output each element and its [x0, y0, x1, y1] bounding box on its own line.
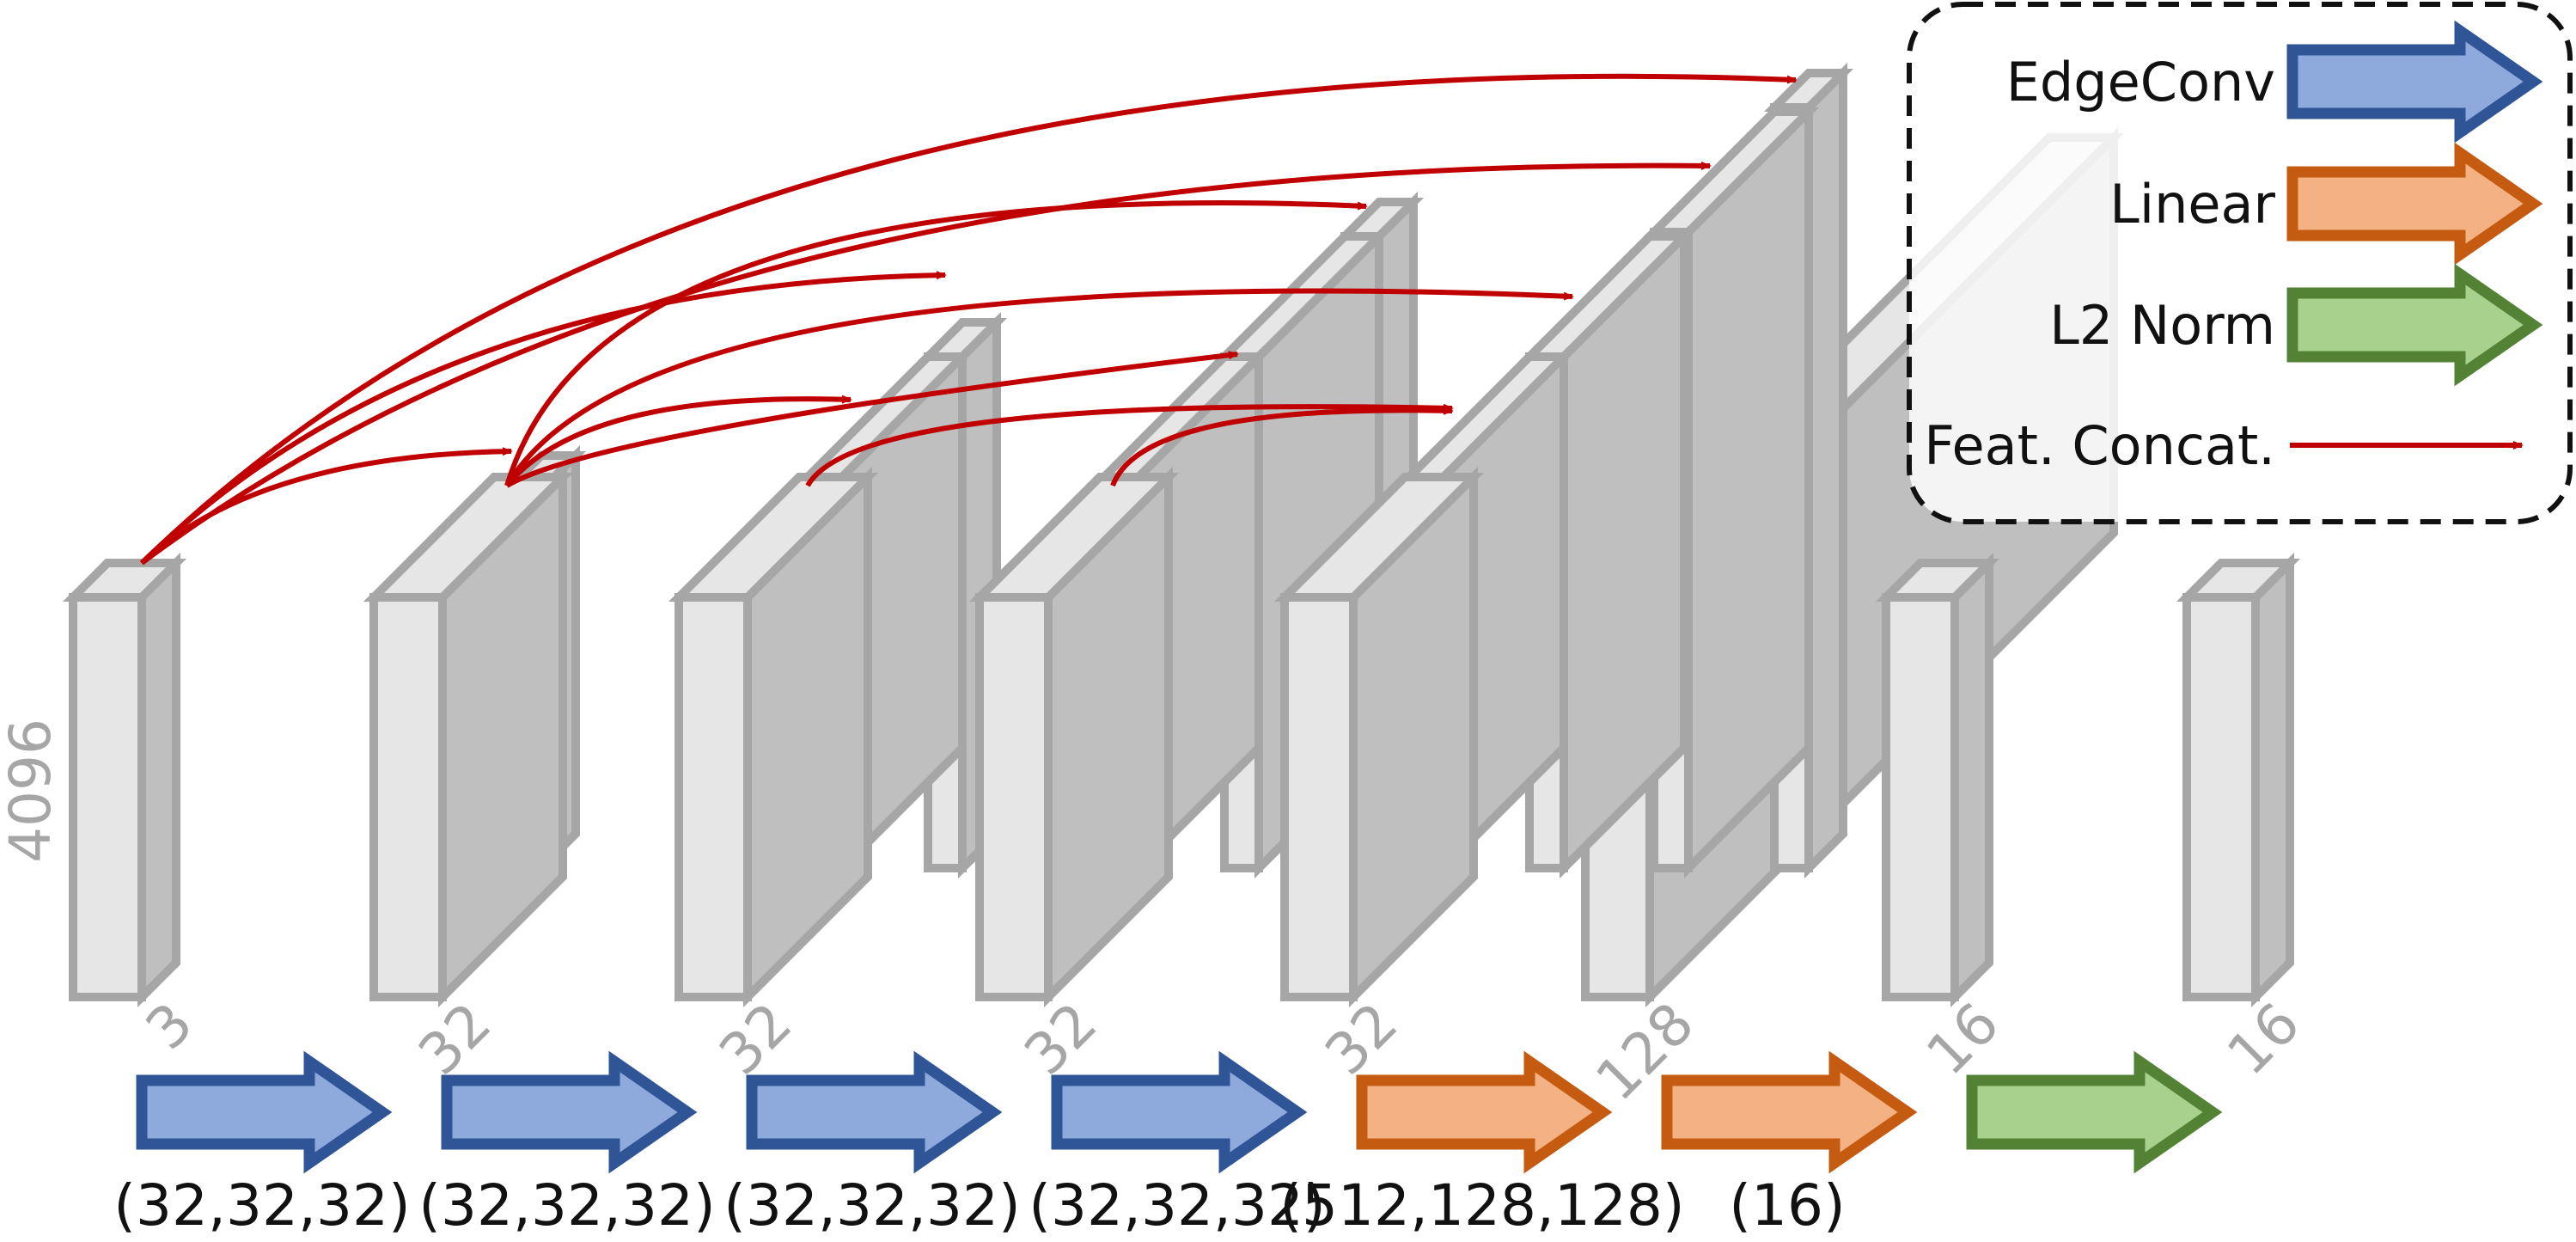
input-height-label: 4096	[0, 719, 64, 863]
op-label-0: (32,32,32)	[113, 1172, 410, 1239]
op-label-4: (512,128,128)	[1279, 1172, 1684, 1239]
concat-input-to-layer1	[139, 447, 513, 566]
concat-layer1-to-layer3	[504, 200, 1368, 486]
legend-label-l2-norm: L2 Norm	[2049, 294, 2275, 357]
legend-arrow-linear	[2286, 142, 2543, 266]
op-arrow-3-edgeconv	[1051, 1050, 1308, 1174]
layer-width-label-1: 32	[406, 990, 504, 1088]
op-arrow-1-edgeconv	[441, 1050, 698, 1174]
layer-16-b	[2176, 552, 2301, 1008]
legend: EdgeConv Linear L2 Norm Feat. Concat.	[1907, 2, 2573, 524]
legend-label-linear: Linear	[2109, 173, 2275, 236]
feature-concat-connections	[139, 73, 1798, 566]
layer-width-label-6: 16	[1914, 990, 2011, 1088]
concat-input-to-layer4b	[140, 161, 1712, 566]
layer1-slice-front	[363, 466, 574, 1008]
concat-input-to-layer4	[139, 73, 1798, 566]
op-arrow-2-edgeconv	[746, 1050, 1003, 1174]
concat-layer1-to-layer3b	[505, 351, 1239, 488]
op-label-1: (32,32,32)	[418, 1172, 715, 1239]
legend-box	[1907, 2, 2573, 524]
layer-width-label-3: 32	[1011, 990, 1109, 1088]
concat-layer1-to-layer2	[504, 395, 852, 487]
layer-width-label-2: 32	[706, 990, 804, 1088]
legend-label-edgeconv: EdgeConv	[2006, 51, 2275, 113]
layer4-slice-front	[1273, 466, 1485, 1008]
layer2-slice-front	[668, 466, 879, 1008]
layer-width-label-4: 32	[1312, 990, 1410, 1088]
op-arrow-5-linear	[1661, 1050, 1918, 1174]
op-label-2: (32,32,32)	[723, 1172, 1020, 1239]
concat-layer2-to-layer4	[805, 403, 1454, 487]
legend-label-feat-concat: Feat. Concat.	[1924, 414, 2275, 477]
op-label-5: (16)	[1729, 1172, 1845, 1239]
op-label-3: (32,32,32)	[1029, 1172, 1325, 1239]
legend-arrow-l2-norm	[2286, 263, 2543, 387]
input-layer-3	[62, 552, 187, 1008]
op-arrow-4-linear	[1356, 1050, 1613, 1174]
layer-16-a	[1875, 552, 2000, 1008]
op-arrow-0-edgeconv	[136, 1050, 393, 1174]
op-arrow-6-l2-norm	[1966, 1050, 2223, 1174]
layer-width-label-7: 16	[2214, 990, 2312, 1088]
concat-layer3-to-layer4	[1110, 406, 1454, 487]
layer3-slice-front	[968, 466, 1180, 1008]
concat-layer1-to-layer4	[504, 288, 1574, 487]
legend-arrow-edgeconv	[2286, 20, 2543, 144]
concat-input-to-layer2	[139, 271, 947, 566]
